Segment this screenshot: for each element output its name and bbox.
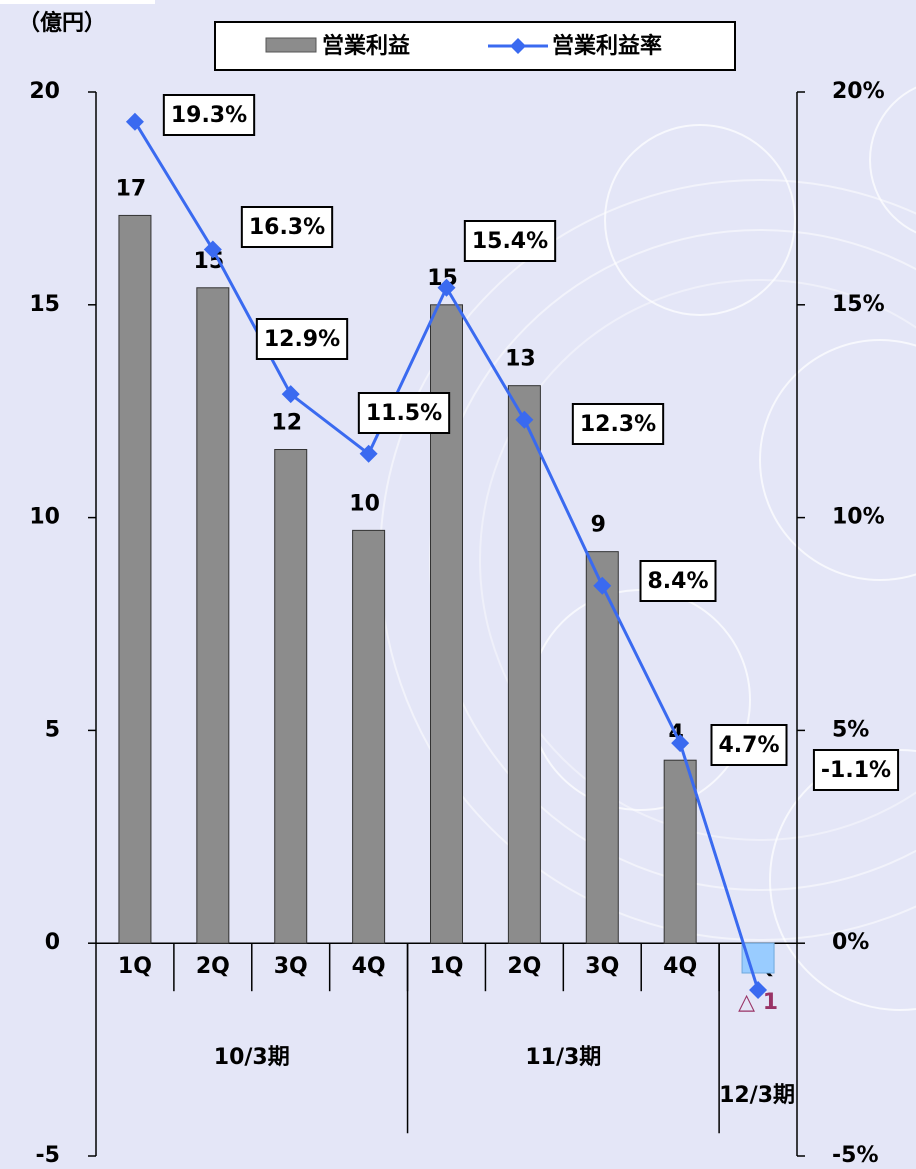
bar	[118, 214, 152, 944]
y2-tick-label: 10%	[832, 505, 885, 530]
line-marker	[437, 278, 456, 297]
line-marker	[281, 385, 300, 404]
line-value-label: -1.1%	[821, 758, 891, 783]
line-value-label: 8.4%	[647, 569, 708, 594]
x-tick-label: 1Q	[429, 954, 463, 979]
y2-tick-label: 15%	[832, 292, 885, 317]
line-marker	[749, 981, 768, 1000]
line-marker	[515, 410, 534, 429]
legend-label: 営業利益率	[552, 33, 662, 59]
y2-tick-label: -5%	[832, 1143, 878, 1168]
bar-value-label: 12	[271, 411, 302, 436]
line-value-label: 4.7%	[718, 733, 779, 758]
line-value-label: 16.3%	[249, 215, 325, 240]
x-tick-label: 1Q	[118, 954, 152, 979]
line-value-label: 12.9%	[264, 327, 340, 352]
bar-value-label: 17	[116, 176, 147, 201]
y-tick-label: 0	[45, 930, 60, 955]
line-value-box	[255, 318, 349, 360]
bar	[585, 551, 619, 944]
x-tick-label: 3Q	[274, 954, 308, 979]
line-marker	[359, 444, 378, 463]
y2-tick-label: 20%	[832, 79, 885, 104]
header-bar	[0, 0, 155, 4]
line-value-box	[240, 206, 334, 248]
x-tick-label: 2Q	[196, 954, 230, 979]
bar	[507, 385, 541, 944]
legend-swatch	[510, 38, 526, 54]
line-marker	[593, 576, 612, 595]
bar-value-label: 13	[505, 347, 536, 372]
line-value-label: 19.3%	[171, 103, 247, 128]
bar	[196, 287, 230, 944]
line-value-box	[162, 94, 256, 136]
x-tick-label: 3Q	[585, 954, 619, 979]
line-value-box	[571, 403, 665, 445]
bar	[274, 449, 308, 944]
group-label: 10/3期	[213, 1045, 290, 1071]
line-value-box	[357, 392, 451, 434]
y2-tick-label: 0%	[832, 930, 869, 955]
legend-swatch	[265, 37, 317, 53]
y-tick-label: 20	[29, 79, 60, 104]
bar	[352, 529, 386, 944]
line-marker	[203, 240, 222, 259]
line-value-label: 11.5%	[366, 401, 442, 426]
bar-value-label: 10	[349, 491, 380, 516]
y2-tick-label: 5%	[832, 717, 869, 742]
line-marker	[671, 734, 690, 753]
y-tick-label: -5	[36, 1143, 60, 1168]
legend-label: 営業利益	[322, 33, 410, 59]
y-tick-label: 5	[45, 717, 60, 742]
line-value-label: 15.4%	[472, 229, 548, 254]
y-tick-label: 15	[29, 292, 60, 317]
line-value-label: 12.3%	[580, 412, 656, 437]
group-label: 11/3期	[525, 1045, 602, 1071]
line-value-box	[463, 220, 557, 262]
bar-value-label: 9	[591, 513, 606, 538]
group-label: 12/3期	[719, 1083, 796, 1109]
y-unit-label: （億円）	[18, 10, 106, 36]
x-tick-label: 4Q	[663, 954, 697, 979]
x-tick-label: 4Q	[352, 954, 386, 979]
line-value-box	[812, 749, 900, 791]
bar	[663, 759, 697, 944]
y-tick-label: 10	[29, 505, 60, 530]
line-value-box	[710, 724, 788, 766]
x-tick-label: 2Q	[507, 954, 541, 979]
line-value-box	[639, 560, 717, 602]
line-marker	[125, 112, 144, 131]
